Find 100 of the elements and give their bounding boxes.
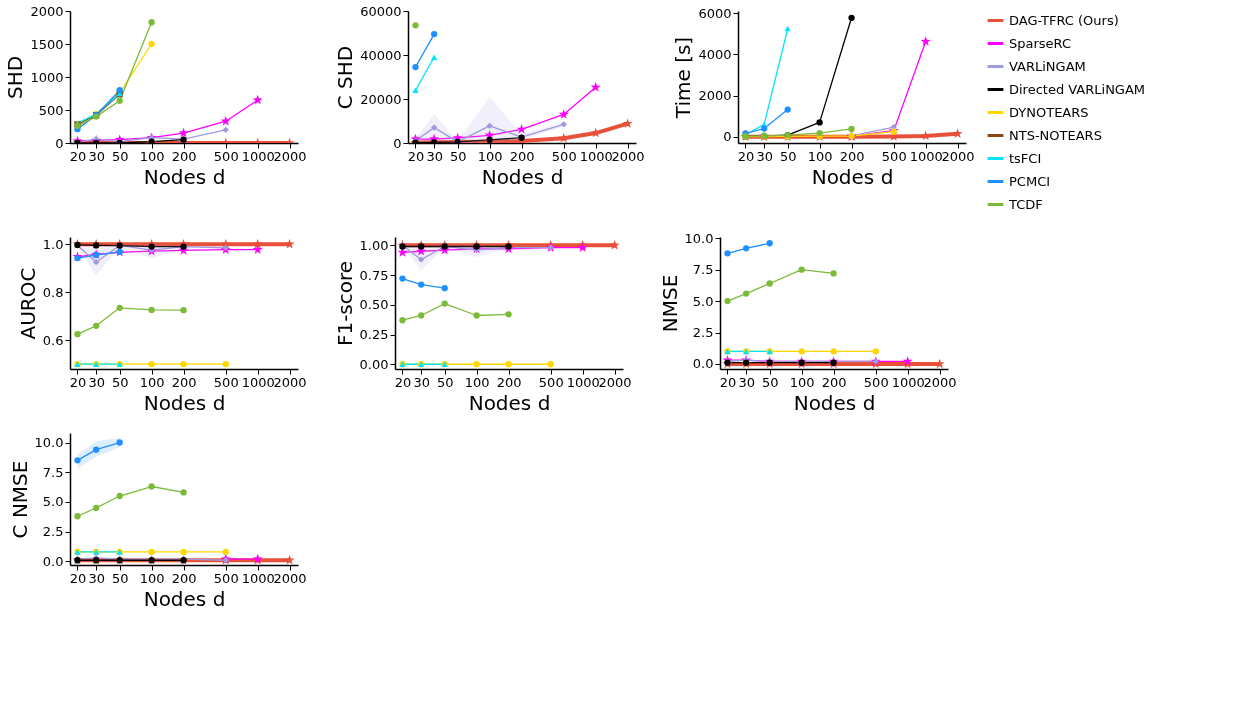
x-axis-title: Nodes d xyxy=(811,164,894,189)
y-tick-label: 0.0 xyxy=(692,356,714,372)
y-tick-label: 4000 xyxy=(698,46,732,62)
y-tick-label: 1.00 xyxy=(359,237,389,253)
x-tick-label: 30 xyxy=(413,374,430,390)
x-tick-label: 30 xyxy=(88,374,105,390)
x-tick-label: 20 xyxy=(719,374,737,390)
y-tick-label: 5.0 xyxy=(692,293,714,309)
x-tick-label: 50 xyxy=(111,570,129,586)
x-tick-label: 50 xyxy=(449,148,467,164)
legend-label: DAG-TFRC (Ours) xyxy=(1009,12,1119,28)
x-tick-label: 200 xyxy=(171,570,197,586)
x-tick-label: 1000 xyxy=(909,148,943,164)
x-tick-label: 50 xyxy=(111,374,129,390)
x-tick-label: 2000 xyxy=(273,374,307,390)
x-tick-label: 100 xyxy=(789,374,815,390)
x-tick-label: 2000 xyxy=(598,374,632,390)
legend-label: NTS-NOTEARS xyxy=(1009,127,1102,143)
y-axis-title: F1-score xyxy=(332,260,357,347)
y-tick-label: 10.0 xyxy=(34,435,64,451)
y-tick-label: 5.0 xyxy=(42,494,64,510)
x-tick-label: 500 xyxy=(213,570,239,586)
y-axis-title: NMSE xyxy=(657,274,682,333)
x-axis-title: Nodes d xyxy=(143,586,226,611)
y-tick-label: 40000 xyxy=(360,47,402,63)
x-tick-label: 50 xyxy=(436,374,454,390)
y-tick-label: 2000 xyxy=(698,88,732,104)
y-axis-title: AUROC xyxy=(15,267,40,340)
y-tick-label: 0.75 xyxy=(359,267,389,283)
x-tick-label: 50 xyxy=(761,374,779,390)
x-tick-label: 50 xyxy=(111,148,129,164)
x-tick-label: 50 xyxy=(779,148,797,164)
y-tick-label: 1500 xyxy=(30,36,64,52)
x-axis-title: Nodes d xyxy=(481,164,564,189)
y-tick-label: 0 xyxy=(723,129,732,145)
x-tick-label: 500 xyxy=(551,148,577,164)
x-tick-label: 200 xyxy=(496,374,522,390)
x-tick-label: 1000 xyxy=(241,374,275,390)
y-axis-title: C NMSE xyxy=(7,460,32,539)
x-tick-label: 200 xyxy=(171,148,197,164)
y-tick-label: 0.00 xyxy=(359,356,389,372)
x-tick-label: 30 xyxy=(426,148,443,164)
y-tick-label: 2000 xyxy=(30,3,64,19)
x-tick-label: 500 xyxy=(213,374,239,390)
x-tick-label: 100 xyxy=(139,148,165,164)
y-tick-label: 6000 xyxy=(698,5,732,21)
x-tick-label: 200 xyxy=(171,374,197,390)
x-axis-title: Nodes d xyxy=(793,390,876,415)
x-axis-title: Nodes d xyxy=(143,390,226,415)
x-axis-title: Nodes d xyxy=(143,164,226,189)
y-tick-label: 0.8 xyxy=(42,284,64,300)
x-tick-label: 2000 xyxy=(941,148,975,164)
x-tick-label: 2000 xyxy=(611,148,645,164)
legend-label: PCMCI xyxy=(1009,173,1051,189)
y-tick-label: 0.25 xyxy=(359,327,389,343)
x-tick-label: 1000 xyxy=(579,148,613,164)
x-tick-label: 500 xyxy=(881,148,907,164)
x-tick-label: 1000 xyxy=(241,148,275,164)
x-tick-label: 100 xyxy=(477,148,503,164)
x-tick-label: 500 xyxy=(538,374,564,390)
legend-label: VARLiNGAM xyxy=(1009,58,1086,74)
y-tick-label: 0.0 xyxy=(42,553,64,569)
y-axis-title: Time [s] xyxy=(671,36,696,120)
x-tick-label: 2000 xyxy=(273,570,307,586)
x-tick-label: 20 xyxy=(69,374,87,390)
x-tick-label: 200 xyxy=(821,374,847,390)
y-tick-label: 1.0 xyxy=(42,236,64,252)
y-tick-label: 7.5 xyxy=(692,262,714,278)
y-axis-title: C SHD xyxy=(333,45,358,110)
y-tick-label: 0.50 xyxy=(359,297,389,313)
x-tick-label: 2000 xyxy=(273,148,307,164)
x-tick-label: 100 xyxy=(464,374,490,390)
legend-label: tsFCI xyxy=(1009,150,1042,166)
x-tick-label: 30 xyxy=(88,570,105,586)
x-tick-label: 1000 xyxy=(566,374,600,390)
x-tick-label: 200 xyxy=(509,148,535,164)
x-tick-label: 1000 xyxy=(891,374,925,390)
y-tick-label: 0 xyxy=(393,135,402,151)
x-tick-label: 30 xyxy=(88,148,105,164)
y-tick-label: 20000 xyxy=(360,91,402,107)
x-tick-label: 20 xyxy=(737,148,755,164)
x-tick-label: 100 xyxy=(139,570,165,586)
y-tick-label: 2.5 xyxy=(42,524,64,540)
legend-label: SparseRC xyxy=(1009,35,1072,51)
x-tick-label: 1000 xyxy=(241,570,275,586)
x-tick-label: 2000 xyxy=(923,374,957,390)
legend-label: DYNOTEARS xyxy=(1009,104,1089,120)
x-tick-label: 20 xyxy=(69,570,87,586)
y-tick-label: 1000 xyxy=(30,69,64,85)
y-axis-title: SHD xyxy=(3,55,28,100)
x-tick-label: 30 xyxy=(756,148,773,164)
y-tick-label: 60000 xyxy=(360,3,402,19)
x-tick-label: 20 xyxy=(407,148,425,164)
x-axis-title: Nodes d xyxy=(468,390,551,415)
y-tick-label: 500 xyxy=(38,102,64,118)
y-tick-label: 0 xyxy=(55,135,64,151)
x-tick-label: 20 xyxy=(69,148,87,164)
x-tick-label: 500 xyxy=(863,374,889,390)
legend-label: TCDF xyxy=(1008,196,1043,212)
x-tick-label: 20 xyxy=(394,374,412,390)
